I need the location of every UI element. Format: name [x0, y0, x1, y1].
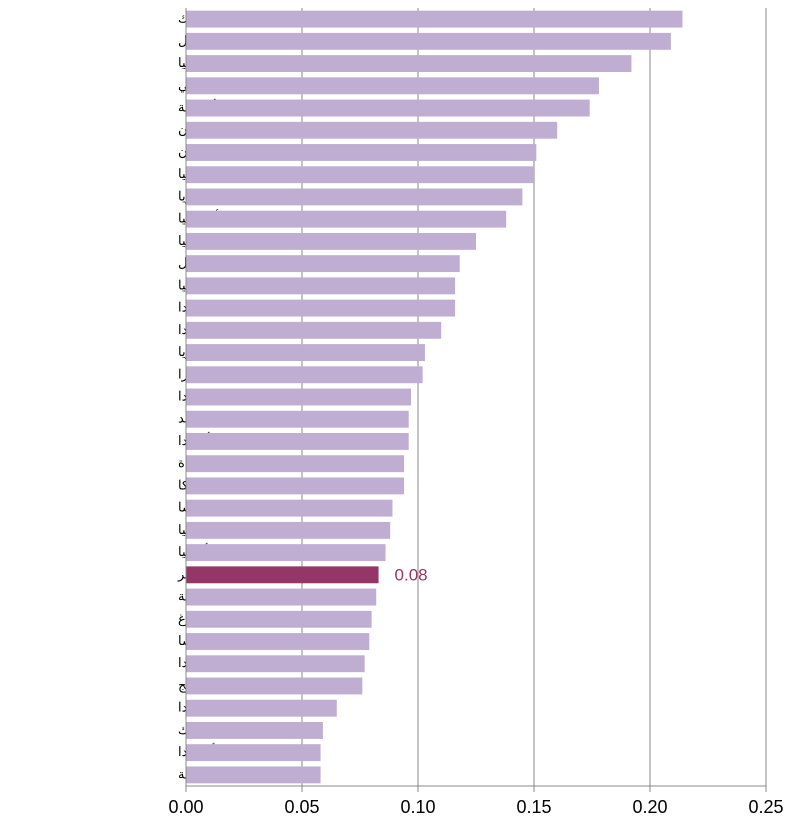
- bar: [186, 321, 442, 339]
- bar: [186, 766, 321, 784]
- bar: [186, 410, 409, 428]
- bar: [186, 499, 393, 517]
- bar: [186, 477, 405, 495]
- bar: [186, 566, 379, 584]
- x-tick-label: 0.25: [748, 797, 783, 817]
- bar: [186, 433, 409, 450]
- bar: [186, 521, 391, 539]
- bar: [186, 32, 671, 50]
- bar: [186, 144, 537, 161]
- bar: [186, 588, 377, 606]
- bar: [186, 655, 365, 673]
- bar: [186, 188, 523, 206]
- x-tick-label: 0.10: [400, 797, 435, 817]
- x-tick-label: 0.00: [168, 797, 203, 817]
- bar: [186, 166, 534, 184]
- bar: [186, 388, 412, 406]
- bar: [186, 277, 456, 295]
- bar: [186, 55, 632, 73]
- bar: [186, 455, 405, 473]
- bar: [186, 744, 321, 762]
- x-tick-label: 0.05: [284, 797, 319, 817]
- bar: [186, 699, 337, 717]
- bar: [186, 344, 425, 361]
- bar: [186, 299, 456, 317]
- bar: [186, 210, 507, 228]
- x-tick-label: 0.15: [516, 797, 551, 817]
- bar: [186, 10, 683, 28]
- bar: [186, 255, 460, 273]
- bar: [186, 633, 370, 650]
- bar: [186, 232, 476, 250]
- bar: [186, 99, 590, 117]
- bar: [186, 544, 386, 562]
- bar: [186, 366, 423, 384]
- value-label: 0.08: [395, 565, 428, 584]
- bar: [186, 121, 558, 139]
- bar: [186, 677, 363, 695]
- bar: [186, 721, 323, 739]
- bar: [186, 610, 372, 628]
- bar: [186, 77, 599, 95]
- x-tick-label: 0.20: [632, 797, 667, 817]
